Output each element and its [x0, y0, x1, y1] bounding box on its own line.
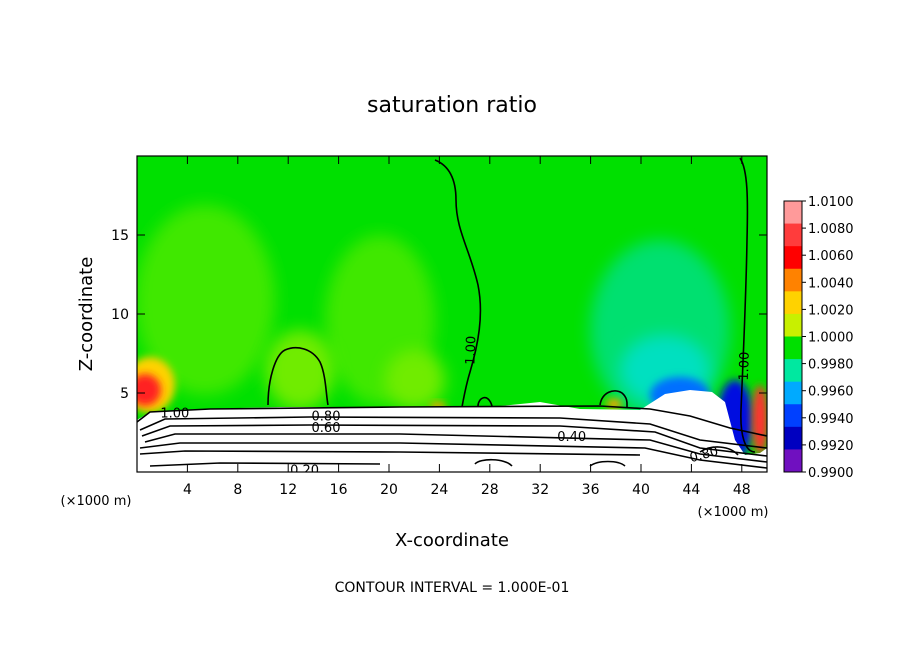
y-tick-label: 15	[111, 228, 129, 244]
colorbar-swatch	[784, 359, 802, 383]
x-tick-label: 32	[531, 482, 549, 498]
contour-line	[474, 458, 513, 467]
x-tick-label: 28	[481, 482, 499, 498]
contour-label: 0.80	[312, 410, 341, 425]
contour-label: 1.00	[463, 336, 479, 365]
contour-lines	[137, 157, 767, 469]
contour-interval-note: CONTOUR INTERVAL = 1.000E-01	[335, 580, 570, 596]
colorbar-label: 0.9900	[808, 466, 854, 481]
contour-line	[599, 390, 628, 408]
colorbar: 1.0100 1.0080 1.0060 1.0040 1.0020 1.0000 0.99…	[783, 195, 854, 481]
colorbar-label: 0.9920	[808, 439, 854, 454]
y-tick-label: 10	[111, 307, 129, 323]
colorbar-label: 1.0000	[808, 331, 854, 346]
contour-line	[139, 416, 767, 449]
contour-line	[434, 159, 482, 408]
contour-label: 0.20	[290, 463, 319, 478]
x-tick-label: 48	[733, 482, 751, 498]
contour-line	[739, 157, 756, 453]
contour-line	[149, 462, 381, 467]
x-tick-label: 16	[330, 482, 348, 498]
colorbar-label: 1.0020	[808, 303, 854, 318]
contour-label: 1.00	[737, 351, 753, 380]
x-tick-label: 36	[582, 482, 600, 498]
contour-label: 0.60	[312, 421, 341, 436]
x-tick-label: 20	[380, 482, 398, 498]
contour-line	[589, 460, 626, 467]
colorbar-swatch	[784, 268, 802, 292]
x-tick-label: 24	[430, 482, 448, 498]
colorbar-label: 1.0100	[808, 195, 854, 210]
colorbar-swatch	[784, 313, 802, 337]
x-tick-label: 4	[183, 482, 192, 498]
colorbar-swatch	[784, 426, 802, 450]
contour-label: 0.80	[688, 444, 720, 466]
contour-line	[267, 346, 329, 406]
plot-area: 1.001.001.00 0.800.600.400.200.80	[137, 156, 767, 478]
colorbar-swatch	[784, 246, 802, 270]
contour-line	[139, 450, 641, 456]
contour-line	[144, 433, 767, 463]
colorbar-swatch	[784, 449, 802, 473]
contour-labels: 1.001.001.00 0.800.600.400.200.80	[160, 336, 753, 478]
colorbar-swatch	[784, 336, 802, 360]
contour-line	[137, 405, 767, 437]
chart-title: saturation ratio	[367, 93, 537, 118]
x-tick-label: 44	[682, 482, 700, 498]
contour-line	[477, 396, 493, 407]
colorbar-label: 0.9940	[808, 412, 854, 427]
colorbar-swatch	[784, 404, 802, 428]
field-plume	[137, 374, 161, 406]
colorbar-label: 1.0080	[808, 222, 854, 237]
field-plume	[265, 330, 335, 410]
y-axis-label: Z-coordinate	[76, 257, 97, 372]
contour-label: 1.00	[160, 407, 189, 422]
x-axis: 4 8 12 16 20 24 28 32 36 40 44 48	[183, 156, 751, 498]
contour-line	[699, 446, 739, 456]
x-tick-label: 40	[632, 482, 650, 498]
field-plume	[385, 350, 445, 410]
colorbar-label: 1.0060	[808, 249, 854, 264]
colorbar-label: 0.9960	[808, 385, 854, 400]
x-axis-label: X-coordinate	[395, 530, 509, 551]
y-tick-label: 5	[120, 386, 129, 402]
colorbar-swatch	[784, 381, 802, 405]
contour-line	[141, 424, 767, 457]
contour-line	[139, 442, 767, 469]
y-axis: 5 10 15	[111, 228, 767, 402]
colorbar-swatch	[784, 291, 802, 315]
colorbar-swatch	[784, 223, 802, 247]
x-unit-label-right: (×1000 m)	[698, 505, 769, 520]
colorbar-label: 0.9980	[808, 358, 854, 373]
contour-label: 0.40	[557, 430, 586, 445]
x-unit-label-left: (×1000 m)	[61, 494, 132, 509]
x-tick-label: 12	[279, 482, 297, 498]
x-tick-label: 8	[233, 482, 242, 498]
colorbar-swatch	[784, 201, 802, 225]
field-plume	[752, 385, 767, 455]
field-plume	[137, 205, 275, 395]
colorbar-label: 1.0040	[808, 276, 854, 291]
